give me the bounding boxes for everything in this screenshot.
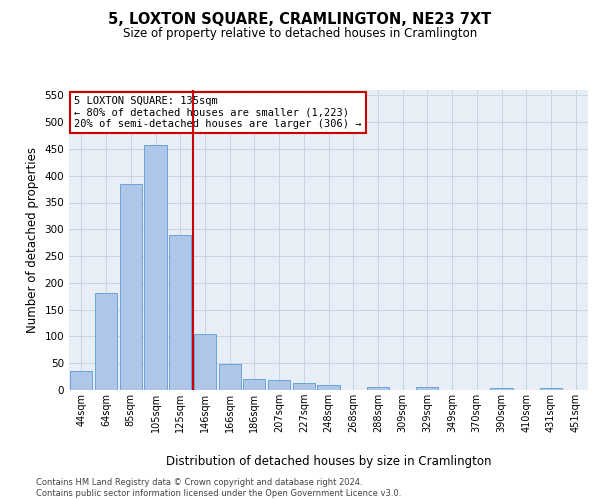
Bar xyxy=(243,379,265,390)
Text: Contains HM Land Registry data © Crown copyright and database right 2024.
Contai: Contains HM Land Registry data © Crown c… xyxy=(36,478,401,498)
Bar xyxy=(145,144,167,390)
Bar xyxy=(119,184,142,390)
Bar xyxy=(218,364,241,390)
Text: Size of property relative to detached houses in Cramlington: Size of property relative to detached ho… xyxy=(123,28,477,40)
Bar xyxy=(95,292,117,390)
Text: 5 LOXTON SQUARE: 135sqm
← 80% of detached houses are smaller (1,223)
20% of semi: 5 LOXTON SQUARE: 135sqm ← 80% of detache… xyxy=(74,96,362,129)
Bar xyxy=(293,382,315,390)
Bar xyxy=(169,234,191,390)
Text: Distribution of detached houses by size in Cramlington: Distribution of detached houses by size … xyxy=(166,454,491,468)
Bar xyxy=(540,388,562,390)
Bar xyxy=(416,388,439,390)
Bar xyxy=(490,388,512,390)
Bar xyxy=(317,384,340,390)
Bar xyxy=(194,334,216,390)
Bar xyxy=(70,371,92,390)
Text: 5, LOXTON SQUARE, CRAMLINGTON, NE23 7XT: 5, LOXTON SQUARE, CRAMLINGTON, NE23 7XT xyxy=(109,12,491,28)
Y-axis label: Number of detached properties: Number of detached properties xyxy=(26,147,39,333)
Bar xyxy=(367,388,389,390)
Bar xyxy=(268,380,290,390)
